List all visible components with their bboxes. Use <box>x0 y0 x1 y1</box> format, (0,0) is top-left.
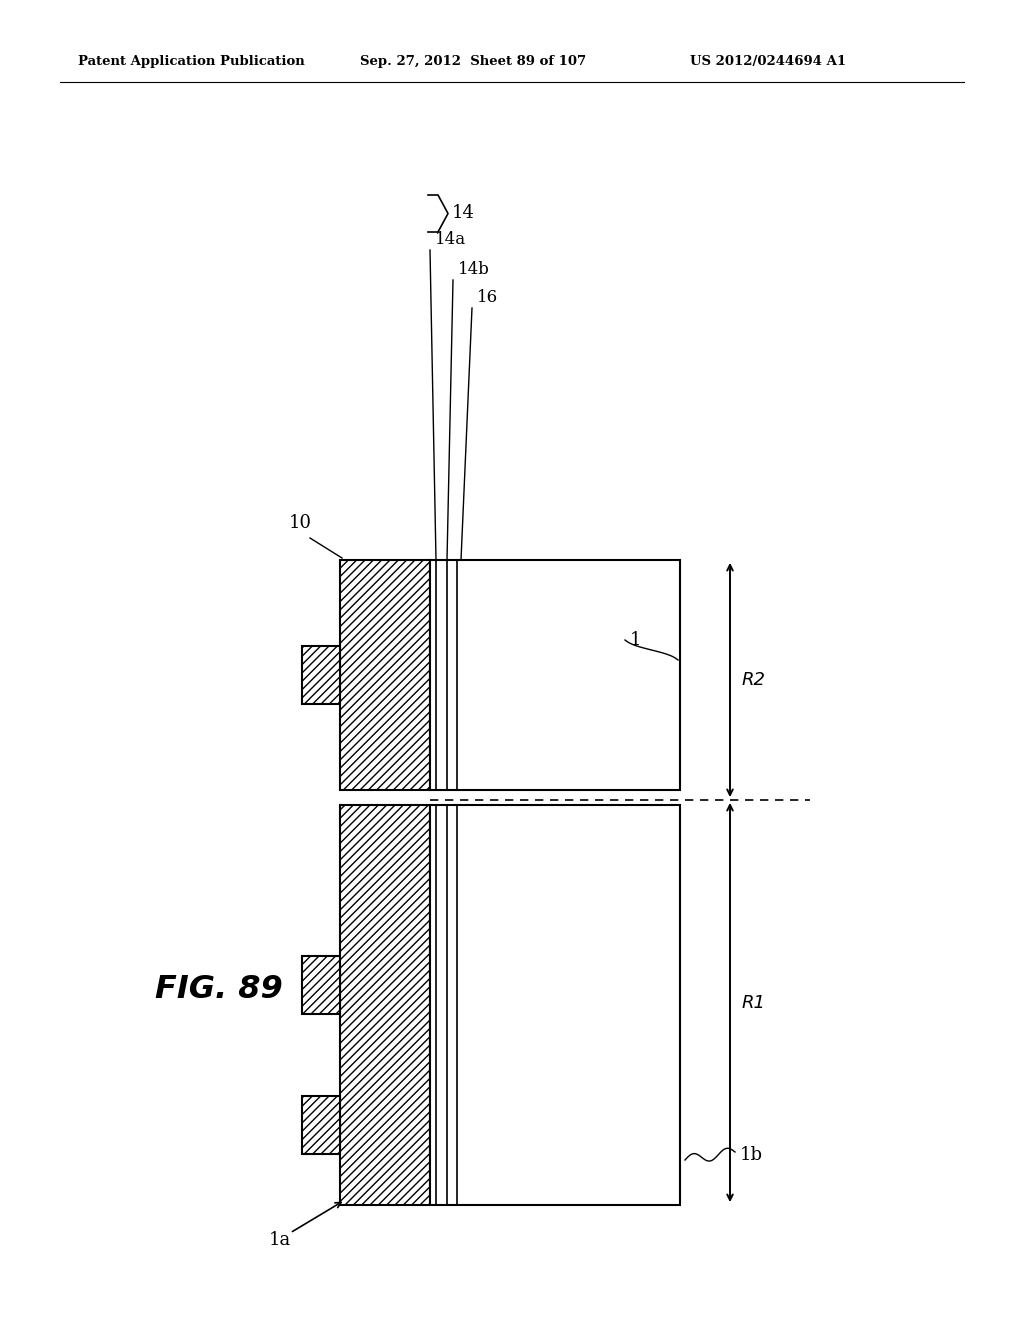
Text: 14: 14 <box>452 205 475 223</box>
Text: Sep. 27, 2012  Sheet 89 of 107: Sep. 27, 2012 Sheet 89 of 107 <box>360 55 586 69</box>
Bar <box>340 805 430 1205</box>
Text: 10: 10 <box>289 513 311 532</box>
Text: FIG. 89: FIG. 89 <box>155 974 283 1006</box>
Text: 1a: 1a <box>269 1232 291 1249</box>
Bar <box>302 645 340 704</box>
Bar <box>302 956 340 1014</box>
Text: 1b: 1b <box>740 1146 763 1164</box>
Text: R2: R2 <box>742 671 766 689</box>
Text: R1: R1 <box>742 994 766 1011</box>
Text: Patent Application Publication: Patent Application Publication <box>78 55 305 69</box>
Bar <box>340 560 430 789</box>
Text: 14b: 14b <box>458 261 489 279</box>
Bar <box>430 560 680 789</box>
Text: 14a: 14a <box>435 231 466 248</box>
Bar <box>302 1096 340 1154</box>
Text: US 2012/0244694 A1: US 2012/0244694 A1 <box>690 55 846 69</box>
Bar <box>430 805 680 1205</box>
Text: 16: 16 <box>477 289 498 306</box>
Text: 1: 1 <box>630 631 641 649</box>
